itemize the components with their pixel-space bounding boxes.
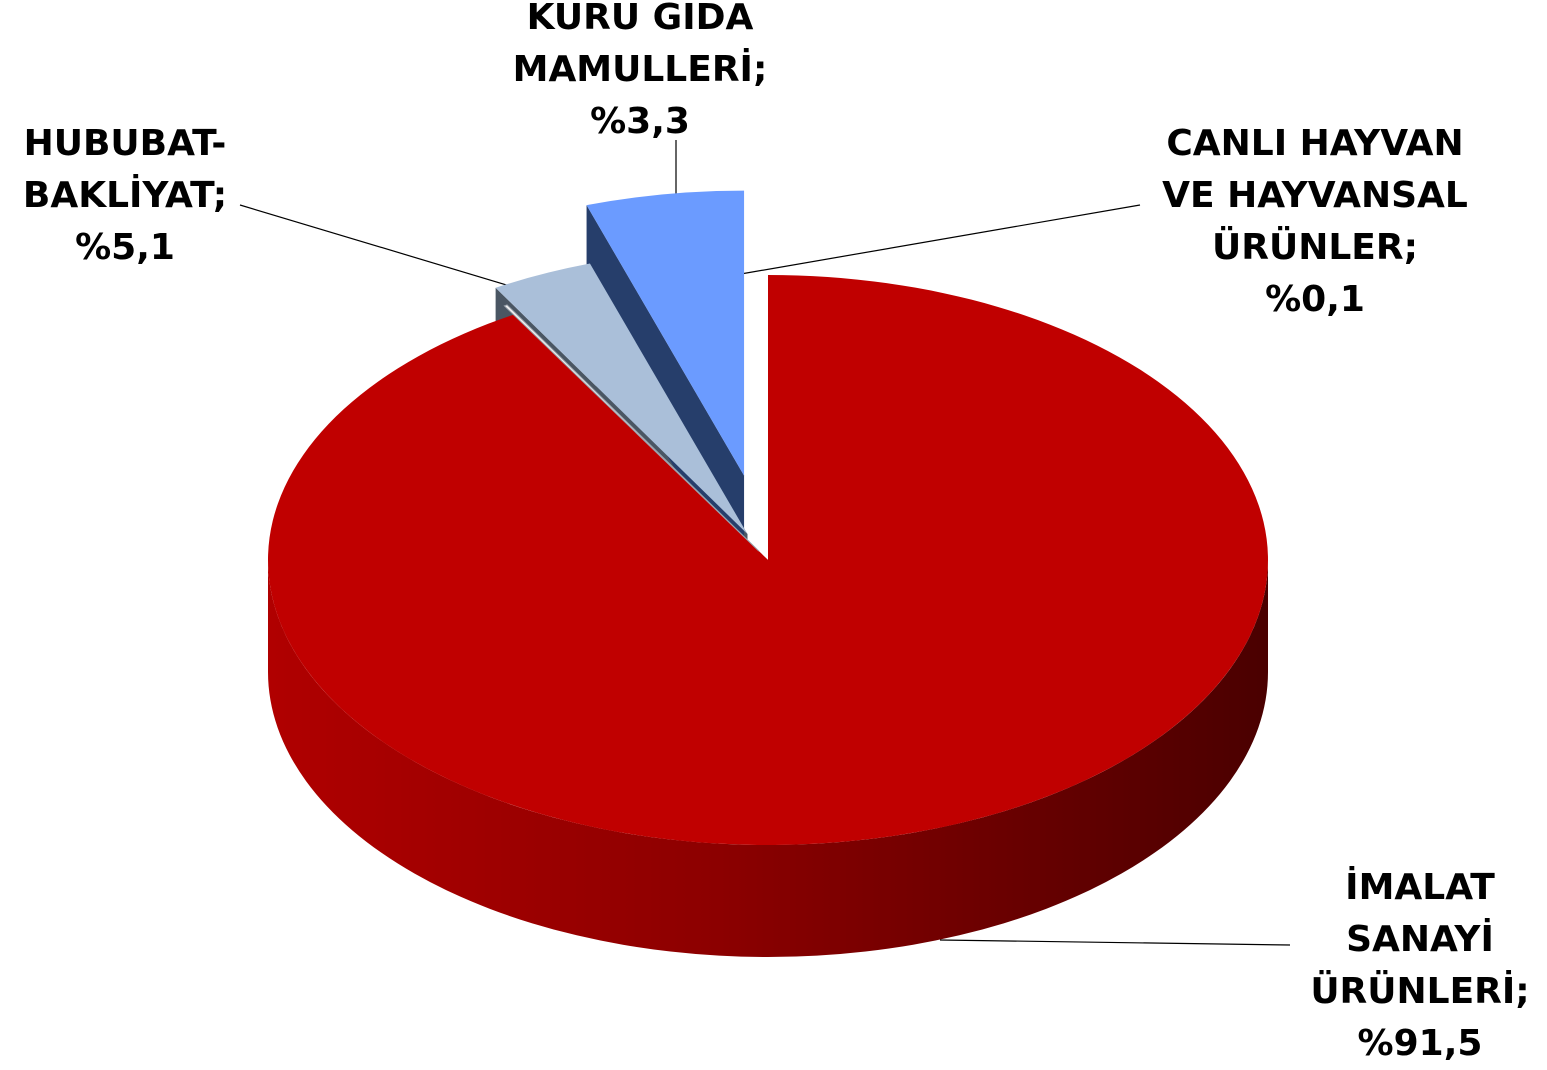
slice-label-canli-hayvan: CANLI HAYVAN VE HAYVANSAL ÜRÜNLER; %0,1 bbox=[1145, 118, 1485, 326]
pie-slice-imalat bbox=[268, 275, 1269, 846]
slice-label-kuru-gida: KURU GIDA MAMULLERİ; %3,3 bbox=[490, 0, 790, 148]
slice-name-line: VE HAYVANSAL bbox=[1162, 175, 1468, 216]
slice-label-hububat: HUBUBAT- BAKLİYAT; %5,1 bbox=[0, 118, 250, 274]
slice-name-line: İMALAT bbox=[1345, 867, 1495, 908]
slice-name-line: HUBUBAT- bbox=[23, 123, 227, 164]
pie-slice-hububat bbox=[586, 190, 745, 476]
slice-name-line: MAMULLERİ; bbox=[512, 49, 768, 90]
slice-name-line: ÜRÜNLERİ; bbox=[1310, 971, 1530, 1012]
slice-value: %3,3 bbox=[590, 101, 690, 142]
slice-value: %0,1 bbox=[1265, 279, 1365, 320]
pie-slice-canli-hayvan bbox=[503, 304, 760, 552]
slice-name-line: CANLI HAYVAN bbox=[1166, 123, 1464, 164]
slice-label-imalat: İMALAT SANAYİ ÜRÜNLERİ; %91,5 bbox=[1290, 862, 1547, 1070]
slice-value: %5,1 bbox=[75, 227, 175, 268]
slice-name-line: ÜRÜNLER; bbox=[1212, 227, 1418, 268]
pie-side-imalat-outer bbox=[268, 560, 1268, 957]
pie-slice-kuru-gida bbox=[495, 263, 748, 535]
slice-name-line: SANAYİ bbox=[1346, 919, 1494, 960]
leader-line-imalat bbox=[939, 939, 1291, 946]
leader-line-hububat bbox=[239, 204, 531, 293]
slice-name-line: KURU GIDA bbox=[526, 0, 754, 38]
leader-line-canli-hayvan bbox=[734, 204, 1141, 276]
slice-value: %91,5 bbox=[1357, 1023, 1483, 1064]
slice-name-line: BAKLİYAT; bbox=[22, 175, 228, 216]
pie-tops bbox=[268, 190, 1269, 846]
